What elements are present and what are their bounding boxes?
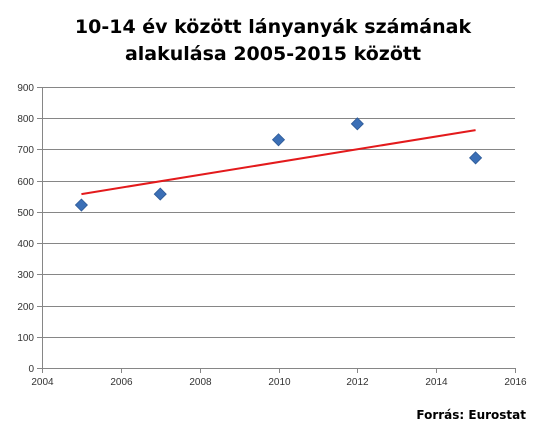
x-tick-label-2016: 2016 — [504, 377, 527, 388]
data-point-2010 — [271, 133, 286, 147]
data-points — [74, 117, 483, 212]
y-tick-label-900: 900 — [17, 83, 34, 94]
data-point-2005 — [74, 198, 88, 212]
chart-title: 10-14 év között lányanyák számának alaku… — [0, 14, 546, 68]
y-tick-label-100: 100 — [17, 333, 34, 344]
y-axis-tick-labels: 0 100 200 300 400 500 600 700 800 900 — [17, 83, 34, 375]
trendline-layer — [81, 129, 476, 196]
y-tick-label-300: 300 — [17, 270, 34, 281]
x-tick-label-2010: 2010 — [268, 377, 291, 388]
y-tick-label-0: 0 — [28, 364, 34, 375]
x-tick-label-2008: 2008 — [189, 377, 212, 388]
data-point-2015 — [469, 151, 483, 165]
x-tick-label-2004: 2004 — [31, 377, 54, 388]
y-tick-label-700: 700 — [17, 145, 34, 156]
data-point-2012 — [350, 117, 364, 131]
x-tick-label-2014: 2014 — [425, 377, 448, 388]
axes — [37, 87, 516, 373]
y-tick-label-200: 200 — [17, 302, 34, 313]
x-tick-label-2012: 2012 — [346, 377, 369, 388]
gridlines — [42, 87, 515, 338]
chart-title-line-2: alakulása 2005-2015 között — [124, 43, 422, 65]
x-tick-label-2006: 2006 — [110, 377, 133, 388]
y-tick-label-500: 500 — [17, 208, 34, 219]
y-tick-label-600: 600 — [17, 177, 34, 188]
x-axis-tick-labels: 2004 2006 2008 2010 2012 2014 2016 — [31, 377, 527, 388]
y-tick-label-400: 400 — [17, 239, 34, 250]
data-point-2007 — [153, 187, 167, 201]
source-note: Forrás: Eurostat — [416, 408, 526, 422]
chart-title-line-1: 10-14 év között lányanyák számának — [74, 16, 472, 38]
trendline — [81, 129, 476, 196]
y-tick-label-800: 800 — [17, 114, 34, 125]
